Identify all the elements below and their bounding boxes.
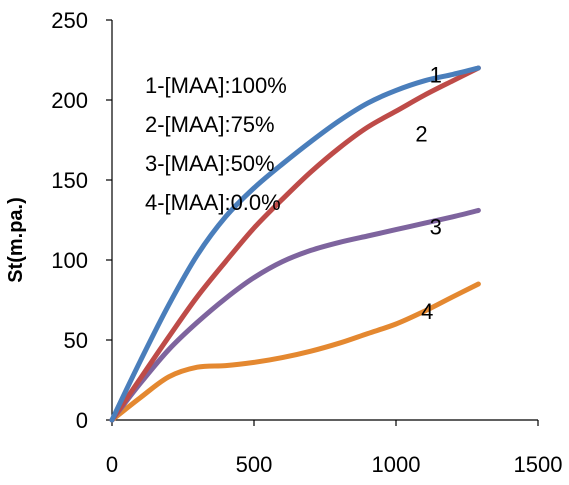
series-label: 3 [430, 214, 442, 239]
legend-entry: 3-[MAA]:50% [145, 151, 275, 176]
series-labels: 1 2 3 4 [415, 62, 441, 324]
y-axis-title: St(m.pa.) [5, 197, 27, 283]
legend-entry: 4-[MAA]:0.0% [145, 190, 281, 215]
series-line-4 [109, 281, 481, 423]
y-tick-label: 50 [64, 328, 88, 353]
x-tick-label: 500 [236, 452, 273, 477]
y-tick-label: 100 [51, 248, 88, 273]
series-label: 2 [415, 122, 427, 147]
x-tick-label: 0 [106, 452, 118, 477]
series-label: 1 [430, 62, 442, 87]
y-ticks: 0 50 100 150 200 250 [51, 8, 112, 433]
legend: 1-[MAA]:100% 2-[MAA]:75% 3-[MAA]:50% 4-[MAA… [145, 73, 287, 215]
x-tick-label: 1500 [514, 452, 563, 477]
legend-entry: 1-[MAA]:100% [145, 73, 287, 98]
y-tick-label: 200 [51, 88, 88, 113]
axes: 0 50 100 150 200 250 0 500 1000 1500 [51, 8, 562, 477]
x-tick-label: 1000 [372, 452, 421, 477]
x-ticks: 0 500 1000 1500 [106, 420, 563, 477]
series-line-1 [109, 65, 481, 423]
y-tick-label: 0 [76, 408, 88, 433]
series-line-2 [109, 65, 481, 423]
y-tick-label: 150 [51, 168, 88, 193]
series-line-3 [109, 207, 481, 423]
y-tick-label: 250 [51, 8, 88, 33]
plot-series [109, 65, 481, 423]
legend-entry: 2-[MAA]:75% [145, 112, 275, 137]
series-label: 4 [421, 299, 433, 324]
